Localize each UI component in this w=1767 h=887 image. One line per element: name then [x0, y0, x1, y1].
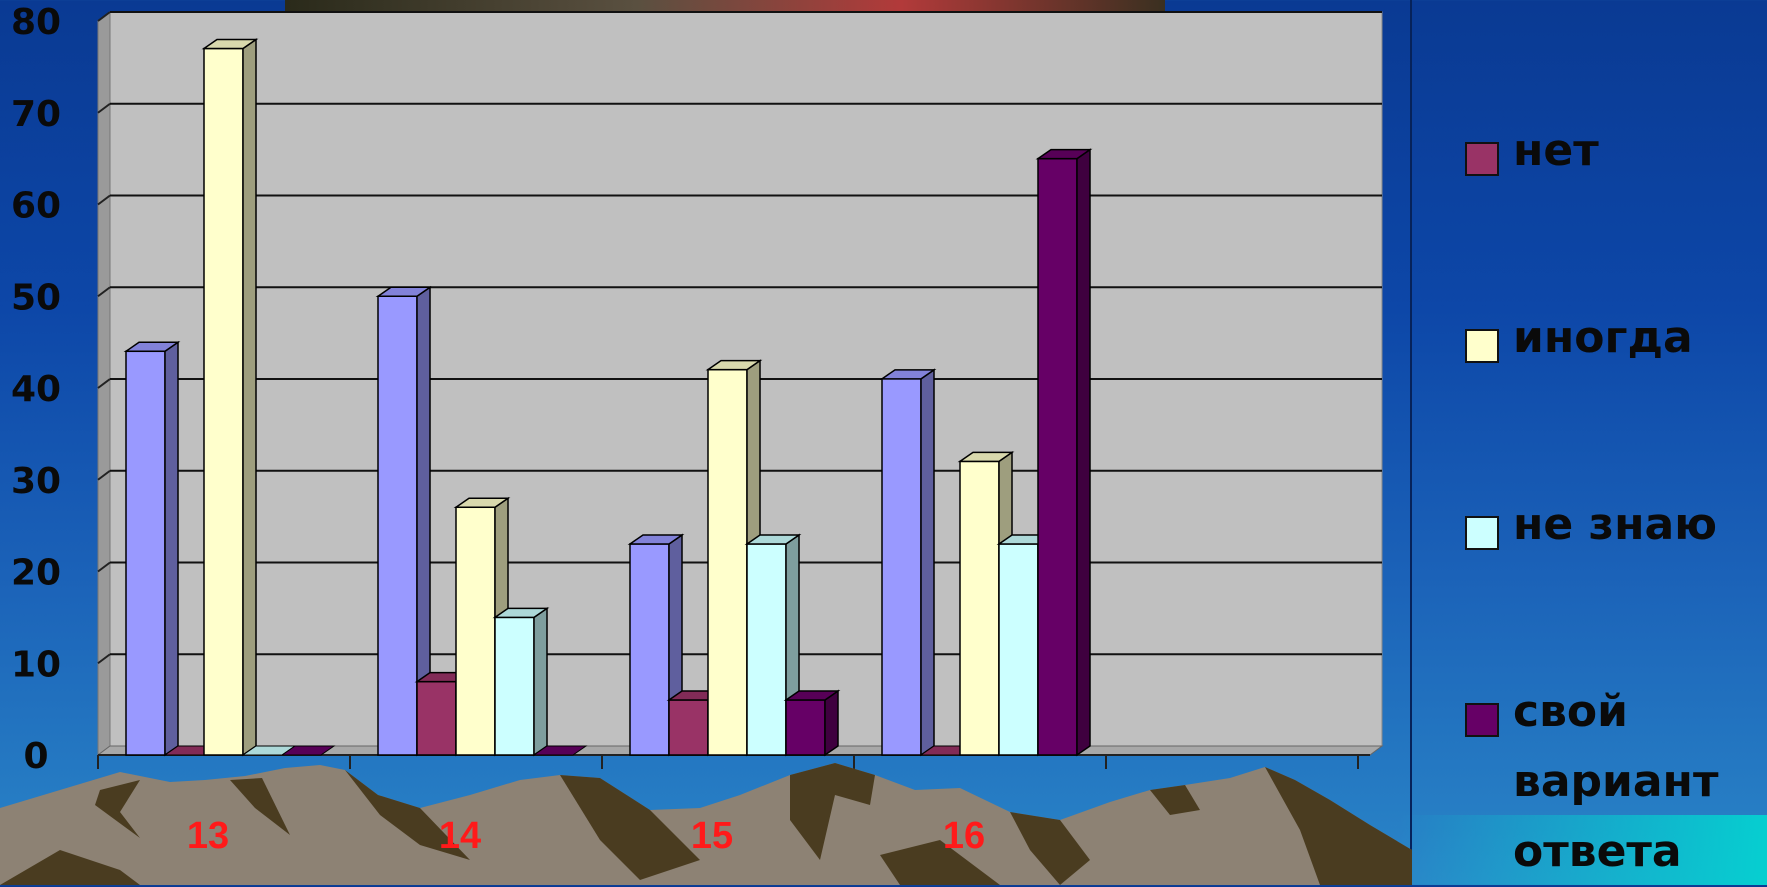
- bar: [280, 745, 336, 756]
- y-axis-ticks: 0 10 20 30 40 50 60 70 80: [11, 2, 61, 777]
- gridline-side: [97, 102, 111, 114]
- bar-front: [1037, 157, 1078, 756]
- x-tick-label: 16: [943, 815, 985, 857]
- x-tick-label: 13: [187, 815, 229, 857]
- bar-top: [375, 286, 433, 297]
- bar-front: [707, 368, 748, 756]
- x-tick-label: 15: [691, 815, 733, 857]
- bar: [532, 745, 588, 756]
- bar: [1035, 148, 1093, 757]
- bar: [201, 38, 259, 757]
- mountain-shadow: [230, 778, 290, 835]
- bar: [783, 689, 841, 757]
- y-tick-label: 70: [11, 94, 61, 135]
- bar-front: [416, 680, 457, 756]
- legend-label: не знаю: [1513, 499, 1717, 550]
- y-tick-label: 30: [11, 461, 61, 502]
- gridline-side: [97, 286, 111, 298]
- legend-separator: [1410, 0, 1412, 885]
- legend-item: не знаю: [1465, 499, 1717, 560]
- mountain-shadow: [1150, 785, 1200, 815]
- bar-top: [1035, 148, 1093, 160]
- bar: [375, 285, 433, 757]
- bar-side: [824, 689, 839, 757]
- bar-front: [494, 616, 535, 756]
- background-photo-strip: [285, 0, 1165, 12]
- mountain-shadow: [345, 770, 470, 860]
- legend-swatch: [1465, 329, 1499, 363]
- bar-top: [453, 497, 511, 509]
- bar-side: [920, 368, 935, 757]
- mountain-shadow: [0, 850, 140, 885]
- legend-item: свой вариант ответа: [1465, 686, 1718, 887]
- bar-top: [123, 341, 181, 353]
- bar: [879, 368, 937, 757]
- legend-item: иногда: [1465, 312, 1693, 373]
- gridline-side: [97, 561, 111, 573]
- y-tick-label: 50: [11, 277, 61, 318]
- bar-top: [280, 745, 336, 756]
- gridline-side: [97, 11, 111, 22]
- mountain-shadow: [560, 775, 700, 880]
- bar-top: [957, 451, 1015, 463]
- background-glow: [1400, 815, 1767, 885]
- bar-front: [377, 295, 418, 756]
- bar: [492, 606, 550, 757]
- gridline-side: [97, 469, 111, 481]
- bar-front: [125, 350, 166, 756]
- y-tick-label: 80: [11, 2, 61, 43]
- mountain-shadow: [1010, 812, 1090, 885]
- bar-front: [746, 543, 787, 756]
- mountain-shadow: [880, 840, 1000, 885]
- bar-front: [203, 47, 244, 756]
- legend-label: иногда: [1513, 312, 1693, 363]
- bar-side: [242, 38, 257, 757]
- bar-front: [629, 543, 670, 756]
- bar-front: [785, 699, 826, 756]
- bar-top: [627, 534, 685, 545]
- legend-swatch: [1465, 516, 1499, 550]
- legend-swatch: [1465, 142, 1499, 176]
- y-tick-label: 0: [23, 736, 48, 777]
- mountain-shadow: [1265, 767, 1412, 885]
- bar-top: [492, 607, 550, 619]
- bar-side: [164, 340, 179, 757]
- bar-top: [532, 745, 588, 756]
- bar-front: [998, 543, 1039, 756]
- legend-item: нет: [1465, 125, 1599, 186]
- x-axis-ticks: 13 14 15 16: [187, 815, 985, 857]
- mountain-shadow: [95, 780, 140, 838]
- mountain-shadow: [790, 763, 875, 860]
- bar-top: [879, 369, 937, 380]
- legend-swatch: [1465, 703, 1499, 737]
- x-tick-label: 14: [439, 815, 481, 857]
- bar-group: [123, 38, 1093, 757]
- legend-label: свой вариант ответа: [1513, 686, 1719, 877]
- bar-side: [1076, 148, 1091, 757]
- mountain-decoration: [0, 763, 1412, 885]
- y-tick-label: 10: [11, 644, 61, 685]
- y-tick-label: 60: [11, 186, 61, 227]
- gridline-side: [97, 653, 111, 665]
- bar-top: [201, 38, 259, 50]
- gridline-side: [97, 194, 111, 206]
- y-tick-label: 40: [11, 369, 61, 410]
- bar-front: [959, 460, 1000, 756]
- gridline-side: [97, 378, 111, 389]
- legend-label: нет: [1513, 125, 1599, 176]
- bar-side: [533, 606, 548, 757]
- bar-top: [705, 359, 763, 371]
- bar-front: [455, 506, 496, 756]
- bar-front: [881, 378, 922, 756]
- bar-front: [668, 699, 709, 756]
- bar-top: [744, 534, 802, 545]
- bar: [744, 533, 802, 757]
- bar-top: [783, 690, 841, 701]
- bar: [123, 340, 181, 757]
- y-tick-label: 20: [11, 553, 61, 594]
